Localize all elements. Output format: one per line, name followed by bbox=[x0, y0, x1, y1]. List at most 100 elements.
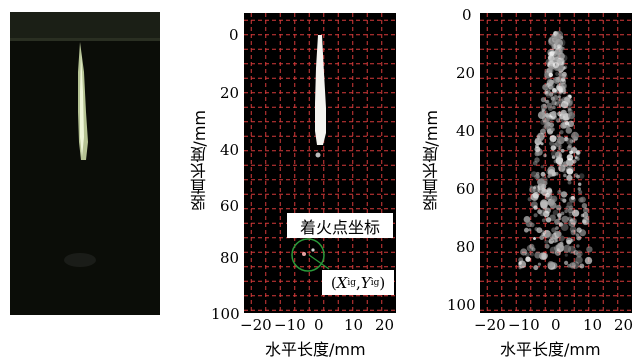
flame-speck bbox=[557, 216, 562, 221]
flame-speck bbox=[551, 47, 556, 52]
flame-speck bbox=[567, 112, 576, 120]
flame-speck bbox=[536, 171, 540, 176]
flame-speck bbox=[537, 111, 546, 119]
flame-speck bbox=[550, 236, 554, 240]
flame-speck bbox=[555, 151, 562, 159]
flame-speck bbox=[575, 150, 581, 155]
flame-speck bbox=[539, 137, 543, 142]
middle-y-axis-label: 竖直长度/mm bbox=[190, 110, 209, 211]
flame-speck bbox=[570, 229, 577, 236]
flame-speck bbox=[566, 145, 572, 151]
middle-ytick: 20 bbox=[220, 84, 240, 102]
flame-speck bbox=[550, 110, 557, 117]
flame-speck bbox=[572, 139, 576, 143]
coord-separator: , bbox=[356, 273, 361, 292]
flame-speck bbox=[556, 33, 562, 39]
flame-speck bbox=[535, 144, 539, 149]
flame-speck bbox=[551, 100, 557, 106]
flame-speck bbox=[563, 97, 571, 105]
flame-speck bbox=[546, 79, 554, 87]
flame-speck bbox=[574, 173, 579, 178]
flame-speck bbox=[542, 84, 549, 91]
flame-speck bbox=[545, 92, 552, 99]
flame-speck bbox=[580, 213, 585, 218]
flame-speck bbox=[547, 174, 551, 178]
flame-speck bbox=[541, 183, 547, 190]
flame-speck bbox=[569, 262, 576, 269]
flame-speck bbox=[556, 248, 560, 252]
flame-speck bbox=[552, 105, 556, 110]
flame-speck bbox=[560, 109, 567, 116]
flame-speck bbox=[564, 209, 568, 214]
flame-speck bbox=[561, 77, 566, 82]
flame-speck bbox=[578, 190, 583, 195]
flame-speck bbox=[560, 197, 564, 202]
right-xtick: 20 bbox=[614, 316, 634, 334]
ignition-coord-box: ( X ig , Y ig ) bbox=[322, 270, 394, 295]
coord-y-symbol: Y bbox=[360, 273, 371, 292]
coord-open-paren: ( bbox=[330, 273, 337, 292]
middle-plot-svg bbox=[244, 13, 396, 313]
flame-speck bbox=[529, 243, 535, 250]
flame-speck bbox=[586, 246, 593, 253]
middle-xtick: 10 bbox=[344, 316, 364, 334]
flame-speck bbox=[550, 150, 558, 157]
flame-speck bbox=[582, 212, 589, 219]
flame-speck bbox=[534, 174, 540, 180]
flame-speck bbox=[578, 173, 585, 179]
flame-speck bbox=[575, 256, 583, 264]
flame-speck bbox=[550, 233, 555, 239]
flame-speck bbox=[584, 256, 593, 265]
flame-photo-drawing bbox=[10, 12, 160, 267]
flame-speck bbox=[562, 71, 567, 77]
flame-speck bbox=[560, 223, 569, 231]
flame-speck bbox=[544, 89, 551, 96]
flame-speck bbox=[557, 44, 561, 49]
flame-speck bbox=[558, 72, 563, 77]
flame-speck bbox=[533, 237, 536, 240]
flame-speck bbox=[528, 228, 532, 232]
ignition-point bbox=[302, 252, 306, 256]
flame-speck bbox=[533, 205, 538, 210]
flame-speck bbox=[566, 138, 574, 145]
flame-speck bbox=[543, 153, 547, 158]
ignition-speck bbox=[311, 248, 315, 252]
flame-speck bbox=[537, 262, 541, 266]
flame-speck bbox=[571, 131, 579, 140]
flame-speck bbox=[540, 199, 548, 208]
flame-speck bbox=[568, 211, 573, 217]
middle-x-axis-label: 水平长度/mm bbox=[265, 340, 366, 359]
flame-speck bbox=[541, 218, 546, 223]
middle-xtick: −10 bbox=[274, 316, 306, 334]
ignition-leader-line bbox=[308, 254, 330, 270]
flame-speck bbox=[566, 154, 574, 161]
flame-speck bbox=[525, 256, 531, 262]
flame-speck bbox=[553, 142, 557, 146]
flame-speck bbox=[564, 96, 570, 102]
flame-speck bbox=[555, 239, 559, 243]
flame-speck bbox=[555, 204, 562, 211]
right-y-axis-label: 竖直长度/mm bbox=[422, 110, 441, 211]
flame-speck bbox=[583, 207, 589, 214]
flame-speck bbox=[555, 157, 564, 165]
flame-speck bbox=[552, 95, 559, 101]
flame-speck bbox=[563, 173, 567, 178]
flame-speck bbox=[559, 235, 565, 242]
flame-speck bbox=[565, 127, 572, 134]
flame-speck bbox=[536, 227, 543, 234]
flame-speck bbox=[553, 159, 558, 164]
flame-speck bbox=[567, 180, 572, 185]
flame-speck bbox=[534, 251, 542, 259]
flame-speck bbox=[529, 186, 536, 193]
flame-speck bbox=[559, 130, 564, 135]
flame-speck bbox=[572, 209, 580, 217]
flame-speck bbox=[540, 128, 546, 135]
flame-speck bbox=[575, 233, 580, 237]
flame-speck bbox=[567, 120, 575, 128]
flame-speck bbox=[552, 88, 557, 93]
flame-speck bbox=[557, 95, 561, 99]
coord-x-subscript: ig bbox=[347, 277, 356, 288]
flame-speck bbox=[533, 265, 539, 271]
right-ytick: 20 bbox=[456, 64, 476, 82]
flame-speck bbox=[570, 217, 577, 225]
